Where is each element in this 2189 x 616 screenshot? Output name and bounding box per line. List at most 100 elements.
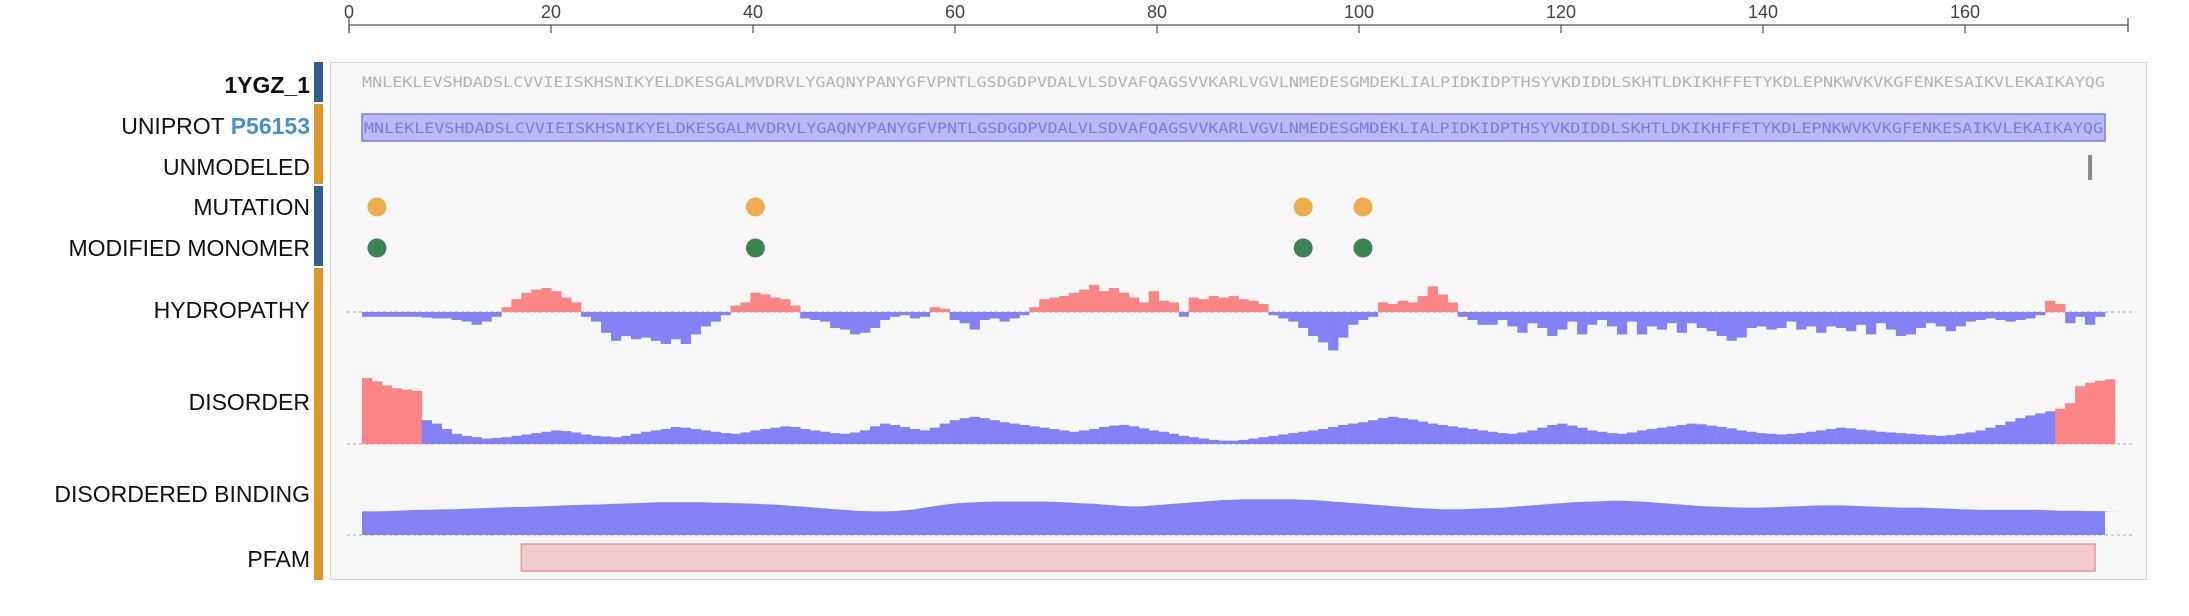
disorder-bar — [790, 427, 801, 444]
disorder-bar — [601, 436, 612, 444]
disorder-bar — [1228, 440, 1239, 444]
hydropathy-bar — [989, 312, 1000, 319]
disorder-bar — [2015, 418, 2026, 444]
disorder-bar — [1338, 424, 1349, 444]
hydropathy-bar — [1925, 312, 1936, 324]
disorder-bar — [471, 437, 482, 444]
hydropathy-bar — [1198, 299, 1209, 312]
hydropathy-bar — [840, 312, 851, 330]
hydropathy-bar — [1915, 312, 1927, 328]
disorder-bar — [1607, 433, 1618, 444]
disorder-bar — [1646, 429, 1658, 444]
disorder-bar — [1985, 427, 1996, 444]
hydropathy-bar — [969, 312, 980, 330]
disorder-bar — [551, 430, 562, 444]
hydropathy-bar — [1109, 288, 1120, 312]
feature-tracks[interactable]: MNLEKLEVSHDADSLCVVIEISKHSNIKYELDKESGALMV… — [331, 63, 2148, 581]
hydropathy-bar — [860, 312, 871, 333]
disorder-bar — [959, 418, 970, 444]
hydropathy-bar — [1308, 312, 1319, 336]
hydropathy-bar — [1517, 312, 1528, 333]
hydropathy-label: HYDROPATHY — [153, 297, 310, 323]
hydropathy-bar — [1597, 312, 1608, 320]
disorder-bar — [1955, 433, 1966, 444]
disorder-bar — [770, 427, 781, 444]
disorder-bar — [1397, 418, 1409, 444]
hydropathy-bar — [1118, 292, 1130, 312]
disorder-bar — [700, 430, 711, 444]
disorder-bar — [1626, 432, 1638, 444]
hydropathy-bar — [1487, 312, 1498, 325]
chain-sequence: MNLEKLEVSHDADSLCVVIEISKHSNIKYELDKESGALMV… — [362, 75, 2105, 91]
disorder-bar — [969, 416, 980, 444]
hydropathy-bar — [2045, 300, 2056, 312]
disorder-bar — [1029, 426, 1040, 444]
hydropathy-bar — [670, 312, 682, 340]
chain-label[interactable]: 1YGZ_1 — [224, 72, 310, 98]
disorder-bar — [2025, 415, 2036, 444]
disorder-bar — [919, 430, 931, 444]
hydropathy-bar — [710, 312, 721, 322]
disorder-bar — [1756, 433, 1767, 444]
disorder-bar — [1437, 424, 1448, 444]
hydropathy-bar — [471, 312, 482, 325]
hydropathy-bar — [1238, 299, 1249, 312]
disorder-bar — [1666, 426, 1678, 444]
disorder-bar — [591, 435, 602, 444]
uniprot-accession-link[interactable]: P56153 — [230, 113, 310, 139]
hydropathy-bar — [451, 312, 462, 320]
hydropathy-bar — [770, 297, 781, 312]
disorder-bar — [1587, 430, 1598, 444]
disorder-label: DISORDER — [188, 389, 310, 415]
hydropathy-bar — [1477, 312, 1488, 325]
disorder-bar — [1577, 427, 1588, 444]
hydropathy-bar — [2005, 312, 2016, 322]
hydropathy-bar — [1417, 296, 1429, 312]
hydropathy-bar — [1577, 312, 1588, 335]
hydropathy-bar — [1278, 312, 1289, 319]
hydropathy-bar — [1626, 312, 1638, 322]
hydropathy-bar — [1407, 302, 1419, 312]
hydropathy-bar — [1507, 312, 1518, 327]
disorder-bar — [581, 434, 592, 444]
hydropathy-bar — [640, 312, 652, 338]
disorder-bar — [2005, 421, 2016, 444]
hydropathy-bar — [411, 312, 423, 317]
disorder-bar — [1367, 420, 1379, 444]
hydropathy-bar — [1786, 312, 1797, 322]
disorder-bar — [1248, 438, 1259, 444]
hydropathy-bar — [1567, 312, 1578, 322]
hydropathy-bar — [1945, 312, 1956, 332]
hydropathy-bar — [1358, 312, 1369, 320]
disorder-bar — [1706, 425, 1717, 444]
hydropathy-bar — [879, 312, 891, 320]
hydropathy-bar — [830, 312, 841, 328]
hydropathy-bar — [1218, 297, 1229, 312]
hydropathy-bar — [780, 299, 791, 312]
disorder-bar — [401, 389, 413, 444]
hydropathy-bar — [1148, 291, 1160, 312]
hydropathy-bar — [760, 294, 771, 312]
disorder-bar — [730, 433, 741, 444]
disorder-bar — [1965, 432, 1976, 444]
disorder-bar — [1407, 419, 1419, 444]
hydropathy-bar — [2015, 312, 2026, 320]
hydropathy-bar — [2085, 312, 2096, 325]
uniprot-label[interactable]: UNIPROT P56153 — [121, 113, 310, 140]
disorder-bar — [571, 432, 582, 444]
disorder-bar — [1358, 422, 1369, 444]
disorder-bar — [1616, 433, 1628, 444]
disorder-bar — [1109, 425, 1120, 444]
hydropathy-bar — [919, 312, 931, 317]
disorder-bar — [1846, 428, 1857, 444]
disorder-bar — [1278, 434, 1289, 444]
disorder-bar — [1547, 424, 1558, 444]
hydropathy-bar — [1188, 297, 1199, 312]
disorder-bar — [1298, 431, 1309, 444]
hydropathy-bar — [660, 312, 672, 344]
disorder-bar — [760, 429, 771, 444]
disorder-bar — [1427, 423, 1438, 444]
disorder-bar — [391, 388, 403, 444]
disorder-bar — [1099, 427, 1110, 444]
feature-viewer-panel[interactable]: MNLEKLEVSHDADSLCVVIEISKHSNIKYELDKESGALMV… — [330, 62, 2147, 580]
